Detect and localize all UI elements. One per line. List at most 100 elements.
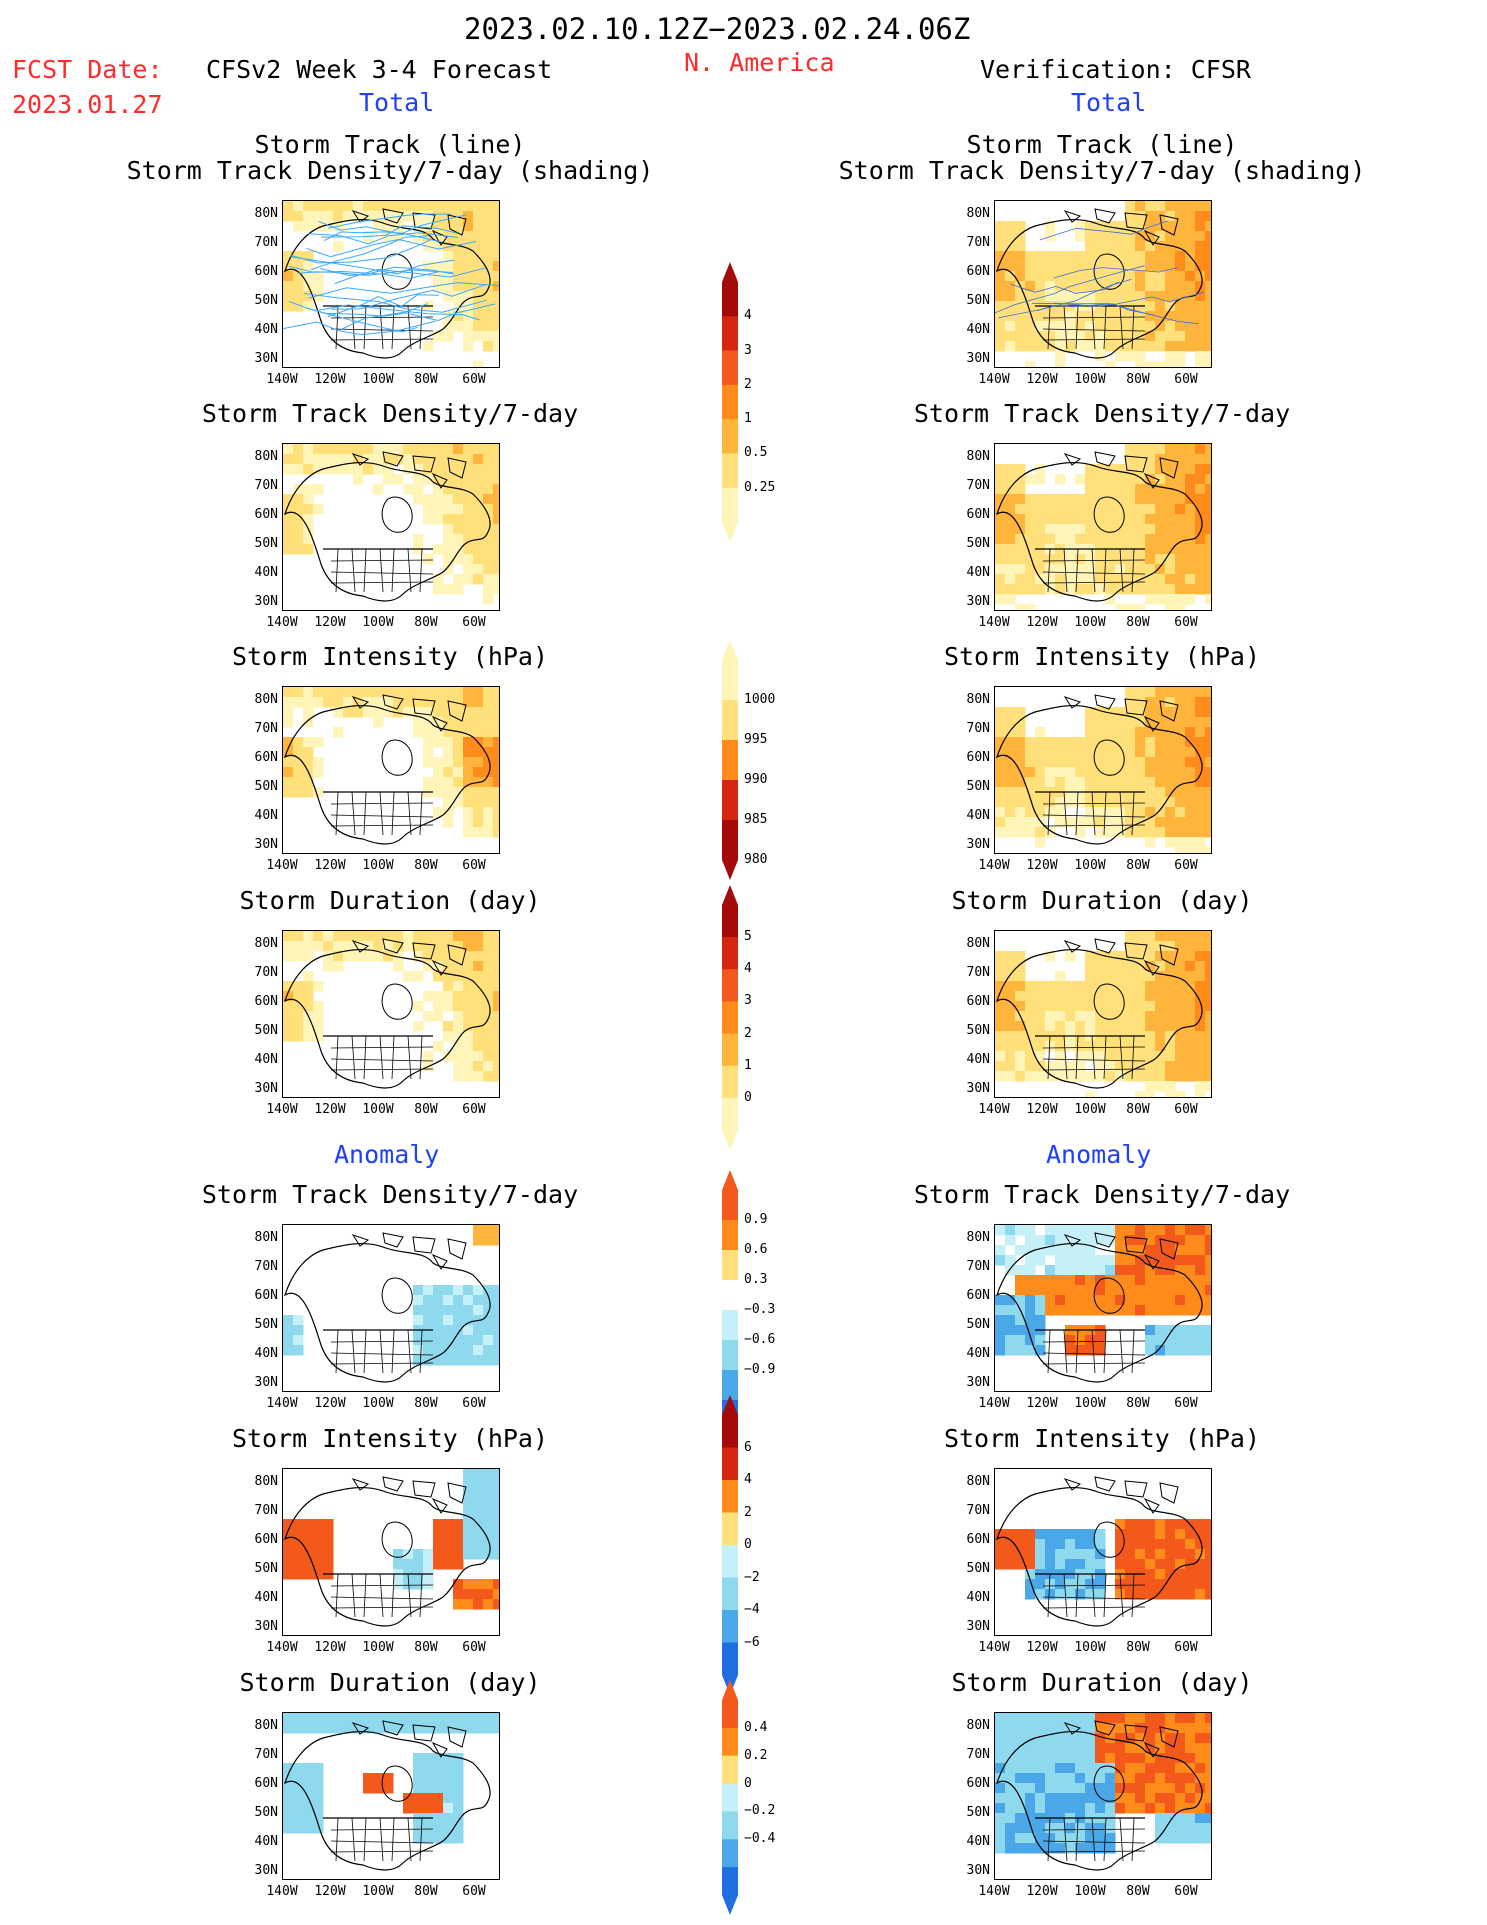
field-cell [1155,797,1166,808]
field-cell [1095,1061,1106,1072]
field-cell [1115,574,1126,585]
field-cell [1195,494,1206,505]
colorbar-tick-label: 1000 [744,692,776,707]
map-panel [994,1224,1212,1392]
field-cell [1095,1335,1106,1346]
field-cell [1205,504,1211,515]
field-cell [323,201,334,212]
field-cell [1165,1783,1176,1794]
field-cell [493,1061,499,1072]
field-cell [1155,1753,1166,1764]
field-cell [1115,534,1126,545]
field-cell [423,1713,434,1724]
field-cell [303,291,314,302]
field-cell [293,1021,304,1032]
field-cell [1075,747,1086,758]
field-cell [463,1285,474,1296]
field-cell [453,951,464,962]
field-cell [1205,1753,1211,1764]
field-cell [1075,564,1086,575]
lon-tick-label: 100W [1074,1884,1106,1899]
field-cell [1135,524,1146,535]
colorbar-tick-label: 6 [744,1439,752,1455]
field-cell [1005,1225,1016,1236]
field-cell [443,494,454,505]
field-cell [373,707,384,718]
field-cell [1175,1803,1186,1814]
lon-tick-label: 140W [266,1640,298,1655]
field-cell [1185,971,1196,982]
field-cell [1165,1335,1176,1346]
colorbar-segment [722,384,738,420]
field-cell [1065,1559,1076,1570]
field-cell [1175,1733,1186,1744]
field-cell [393,961,404,972]
state-boundary [1042,338,1146,341]
field-cell [453,1295,464,1306]
field-cell [473,707,484,718]
colorbar-tick-label: 0.9 [744,1212,768,1227]
field-cell [473,574,484,585]
field-cell [1005,797,1016,808]
field-cell [313,1031,324,1042]
field-cell [473,1235,484,1246]
field-cell [1175,201,1186,212]
field-cell [473,504,484,515]
field-cell [1095,221,1106,232]
field-cell [1125,1305,1136,1316]
field-cell [1005,554,1016,565]
field-cell [1035,1335,1046,1346]
field-cell [995,544,1006,555]
field-cell [1195,361,1206,367]
storm-track-line [320,225,458,238]
storm-track-line [298,269,454,276]
state-boundary [1131,548,1135,593]
field-cell [1155,717,1166,728]
field-cell [1125,1753,1136,1764]
field-cell [343,454,354,465]
arctic-islands [1063,938,1179,976]
field-cell [323,1559,334,1570]
field-cell [1145,1091,1156,1097]
field-cell [433,504,444,515]
field-cell [995,514,1006,525]
field-cell [1115,291,1126,302]
field-cell [1115,1001,1126,1012]
field-cell [493,301,499,312]
lat-tick-label: 80N [966,1474,990,1489]
field-cell [1165,687,1176,698]
colorbar-tick-label: 980 [744,852,768,867]
field-cell [1035,584,1046,595]
state-boundary [335,1573,339,1618]
field-cell [433,1001,444,1012]
field-cell [1095,291,1106,302]
field-cell [1005,807,1016,818]
field-cell [423,717,434,728]
field-cell [1065,1793,1076,1804]
field-cell [1175,1275,1186,1286]
field-cell [1005,1713,1016,1724]
field-cell [1005,291,1016,302]
field-cell [403,201,414,212]
lat-tick-label: 40N [966,1052,990,1067]
lat-tick-label: 60N [966,1288,990,1303]
field-cell [1115,1743,1126,1754]
field-cell [1135,1245,1146,1256]
field-cell [1115,797,1126,808]
field-cell [1145,554,1156,565]
field-cell [473,454,484,465]
field-cell [1195,504,1206,515]
field-cell [1175,1011,1186,1022]
field-cell [1115,331,1126,342]
storm-track-line [288,301,419,333]
field-cell [1175,504,1186,515]
state-boundary [1042,1828,1146,1831]
field-cell [1115,271,1126,282]
field-cell [1195,971,1206,982]
field-cell [1115,1011,1126,1022]
lat-tick-label: 80N [254,1474,278,1489]
field-cell [1005,817,1016,828]
field-cell [1165,1833,1176,1844]
field-cell [1185,787,1196,798]
field-cell [283,1813,294,1824]
